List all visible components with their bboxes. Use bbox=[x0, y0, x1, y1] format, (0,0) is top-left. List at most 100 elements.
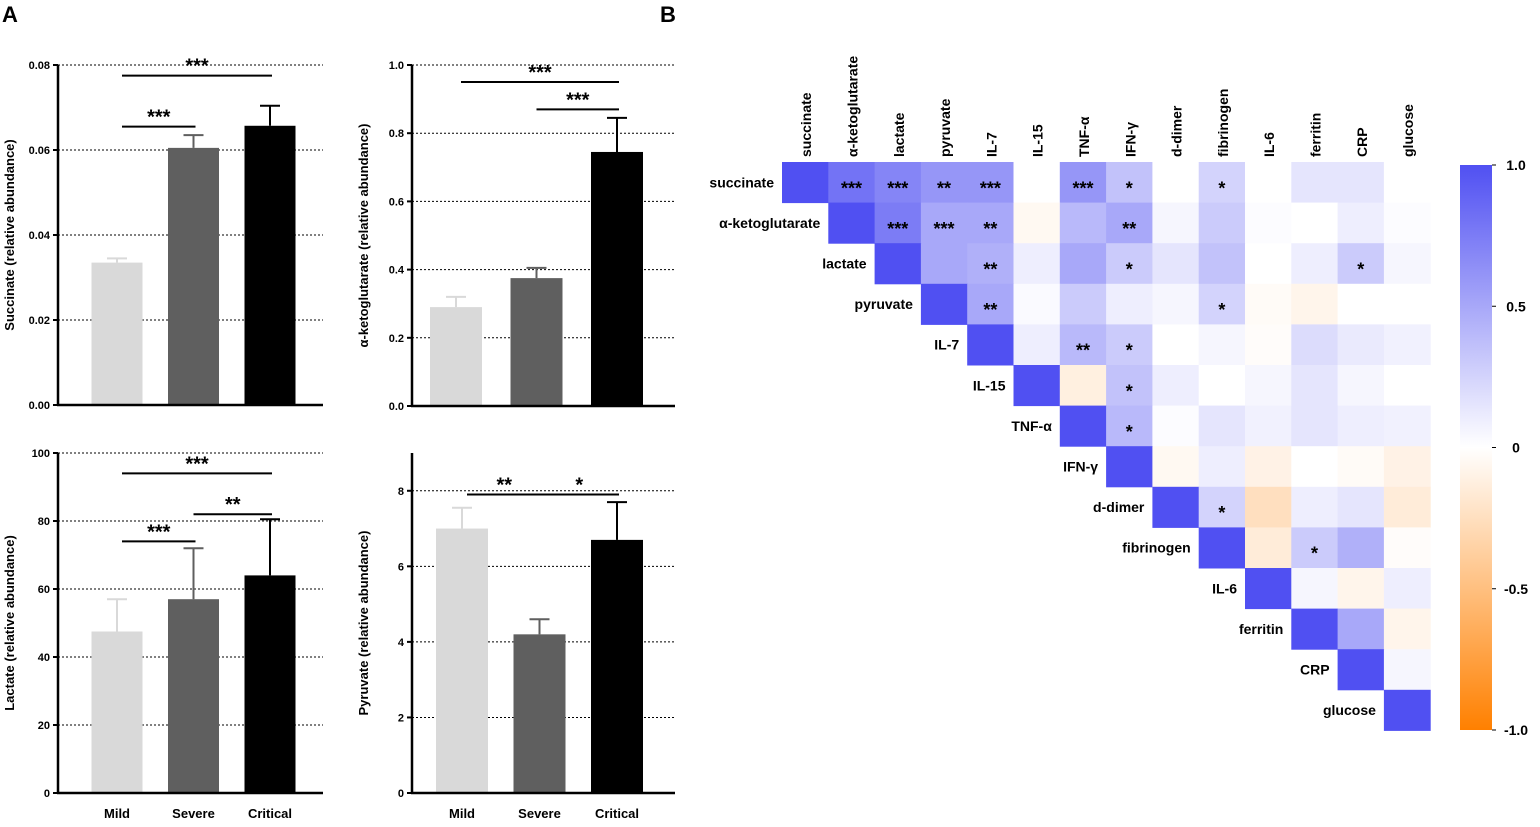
bar bbox=[513, 634, 566, 793]
bar bbox=[91, 262, 143, 405]
column-label: d-dimer bbox=[1169, 105, 1185, 157]
significance-label: *** bbox=[147, 521, 171, 543]
heatmap-cell bbox=[1198, 243, 1246, 285]
heatmap-cell bbox=[1198, 283, 1246, 325]
panel-label: A bbox=[2, 2, 18, 27]
row-label: d-dimer bbox=[1093, 499, 1145, 515]
significance-label: ** bbox=[1076, 341, 1090, 361]
colorbar bbox=[1460, 165, 1492, 730]
y-tick-label: 40 bbox=[38, 652, 50, 664]
column-label: glucose bbox=[1400, 104, 1416, 157]
heatmap-cell bbox=[1291, 202, 1339, 244]
heatmap-cell bbox=[1291, 486, 1339, 528]
heatmap-cell bbox=[1337, 568, 1385, 610]
y-tick-label: 0.4 bbox=[389, 265, 405, 277]
heatmap-cell bbox=[1059, 162, 1107, 204]
bar bbox=[591, 539, 643, 793]
y-tick-label: 0.08 bbox=[29, 60, 50, 72]
heatmap-cell bbox=[1245, 568, 1292, 610]
heatmap-cell bbox=[1152, 243, 1200, 285]
heatmap-cell bbox=[967, 202, 1014, 244]
heatmap-cell bbox=[1013, 365, 1061, 407]
heatmap-cell bbox=[1106, 162, 1153, 204]
heatmap-cell bbox=[1291, 405, 1339, 447]
column-label: fibrinogen bbox=[1215, 89, 1231, 157]
error-bar bbox=[183, 547, 204, 600]
heatmap-cell bbox=[1383, 649, 1431, 691]
y-tick-label: 0.00 bbox=[29, 400, 50, 412]
significance-label: *** bbox=[185, 453, 209, 475]
heatmap-cell bbox=[1383, 446, 1431, 488]
row-label: CRP bbox=[1300, 662, 1330, 678]
heatmap-cell bbox=[1198, 324, 1246, 366]
heatmap-cell bbox=[1337, 649, 1385, 691]
heatmap-cell bbox=[1291, 527, 1339, 569]
x-tick-label: Severe bbox=[172, 806, 215, 821]
y-tick-label: 0.06 bbox=[29, 145, 50, 157]
significance-label: ** bbox=[983, 219, 997, 239]
error-bar bbox=[452, 506, 472, 529]
heatmap-cell bbox=[1013, 324, 1061, 366]
column-label: IL-6 bbox=[1261, 132, 1277, 157]
significance-label: * bbox=[1218, 178, 1225, 198]
heatmap-cell bbox=[1198, 405, 1246, 447]
y-tick-label: 0.02 bbox=[29, 315, 50, 327]
heatmap-cell bbox=[1337, 283, 1385, 325]
significance-label: * bbox=[575, 475, 583, 497]
heatmap-cell bbox=[1013, 202, 1061, 244]
heatmap-cell bbox=[1152, 446, 1200, 488]
significance-label: * bbox=[1126, 381, 1133, 401]
heatmap-cell bbox=[1106, 324, 1153, 366]
heatmap-cell bbox=[1059, 365, 1107, 407]
error-bar bbox=[607, 501, 627, 540]
heatmap-cell bbox=[1245, 283, 1292, 325]
significance-label: *** bbox=[528, 62, 552, 84]
heatmap-cell bbox=[1245, 527, 1292, 569]
bar bbox=[168, 147, 219, 405]
significance-label: * bbox=[1311, 544, 1318, 564]
heatmap-cell bbox=[1059, 405, 1107, 447]
heatmap-cell bbox=[1383, 486, 1431, 528]
heatmap-cell bbox=[920, 162, 968, 204]
colorbar-tick-label: -0.5 bbox=[1504, 581, 1528, 597]
heatmap-cell bbox=[1152, 283, 1200, 325]
bar bbox=[436, 528, 488, 793]
row-label: fibrinogen bbox=[1122, 540, 1190, 556]
significance-label: * bbox=[1357, 260, 1364, 280]
heatmap-cell bbox=[1106, 446, 1153, 488]
column-label: succinate bbox=[798, 92, 814, 157]
heatmap-cell bbox=[1337, 202, 1385, 244]
column-label: α-ketoglutarate bbox=[844, 56, 860, 157]
significance-label: * bbox=[1126, 260, 1133, 280]
heatmap-cell bbox=[1059, 243, 1107, 285]
heatmap-cell bbox=[1383, 405, 1431, 447]
row-label: α-ketoglutarate bbox=[719, 215, 820, 231]
significance-label: ** bbox=[1122, 219, 1136, 239]
column-label: pyruvate bbox=[937, 98, 953, 157]
error-bar bbox=[607, 116, 627, 152]
error-bar bbox=[446, 295, 466, 308]
significance-label: * bbox=[1126, 178, 1133, 198]
y-tick-label: 80 bbox=[38, 516, 50, 528]
error-bar bbox=[529, 618, 550, 635]
heatmap-cell bbox=[1245, 486, 1292, 528]
error-bar bbox=[260, 518, 280, 576]
heatmap-cell bbox=[920, 243, 968, 285]
y-axis-label: Pyruvate (relative abundance) bbox=[356, 531, 371, 716]
error-bar bbox=[526, 266, 547, 279]
significance-label: ** bbox=[496, 475, 512, 497]
heatmap-cell bbox=[1198, 162, 1246, 204]
significance-label: * bbox=[1218, 503, 1225, 523]
y-tick-label: 0.8 bbox=[389, 128, 404, 140]
heatmap-cell bbox=[782, 162, 829, 204]
significance-label: ** bbox=[937, 178, 951, 198]
significance-label: *** bbox=[147, 107, 171, 129]
heatmap-cell bbox=[1337, 243, 1385, 285]
row-label: pyruvate bbox=[855, 296, 914, 312]
heatmap-cell bbox=[1152, 365, 1200, 407]
significance-label: *** bbox=[185, 56, 209, 78]
heatmap-cell bbox=[1383, 324, 1431, 366]
x-tick-label: Critical bbox=[248, 806, 292, 821]
y-tick-label: 2 bbox=[398, 712, 404, 724]
heatmap-cell bbox=[828, 202, 876, 244]
